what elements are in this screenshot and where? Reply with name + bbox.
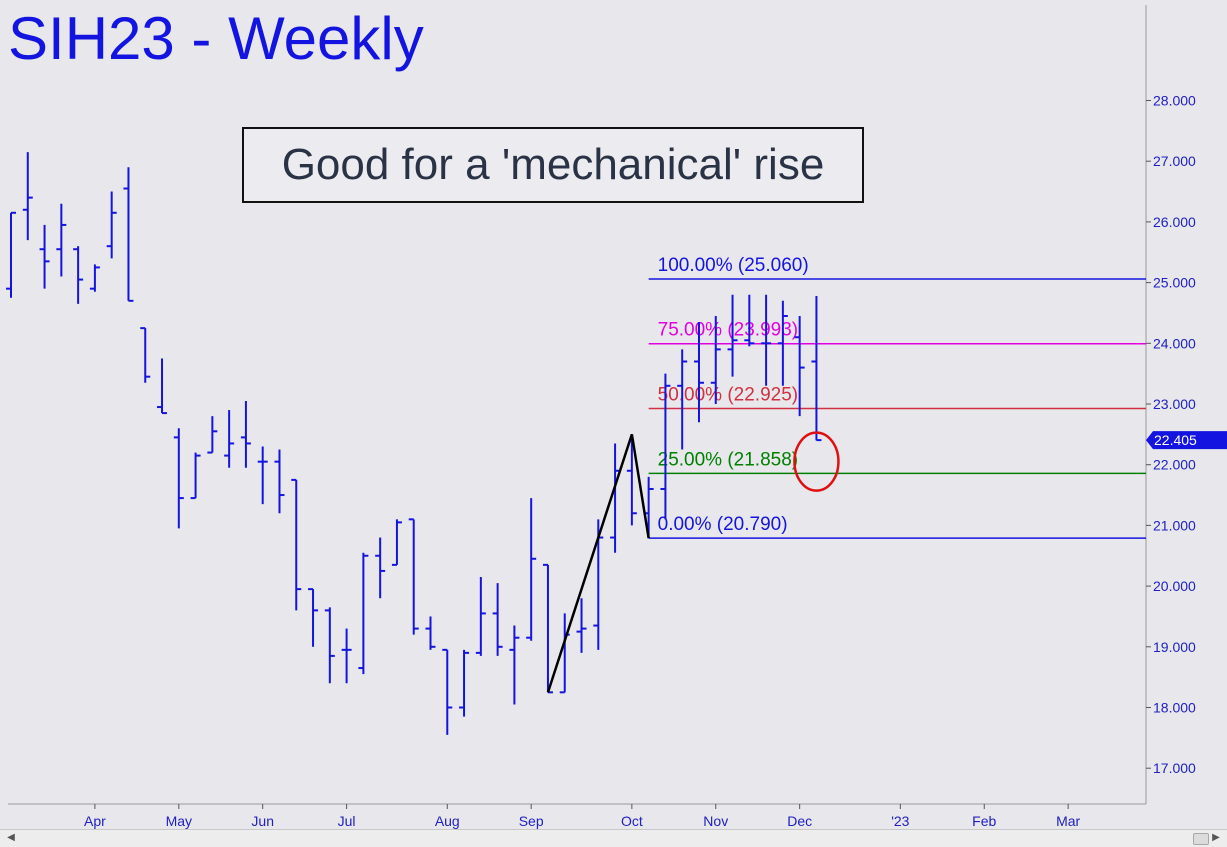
x-tick-label: Apr — [84, 813, 106, 829]
ohlc-bar — [811, 295, 822, 442]
x-tick-label: Jul — [338, 813, 356, 829]
ohlc-bar — [626, 434, 637, 526]
y-tick-label: 25.000 — [1153, 275, 1196, 291]
ohlc-bar — [761, 294, 772, 386]
x-tick-label: Aug — [435, 813, 460, 829]
highlight-circle — [793, 431, 840, 492]
y-tick-label: 18.000 — [1153, 700, 1196, 716]
ohlc-bar — [744, 294, 755, 347]
x-tick-label: '23 — [891, 813, 909, 829]
ohlc-bar — [475, 576, 486, 656]
x-tick-label: Sep — [519, 813, 544, 829]
chart-title: SIH23 - Weekly — [8, 5, 424, 72]
ohlc-bar — [341, 628, 352, 684]
x-tick-label: Mar — [1056, 813, 1080, 829]
ohlc-bar — [257, 446, 268, 505]
y-tick-label: 22.000 — [1153, 457, 1196, 473]
ohlc-bar — [224, 410, 235, 468]
fib-level-label: 75.00% (23.993) — [658, 320, 799, 341]
y-tick-label: 28.000 — [1153, 93, 1196, 109]
ohlc-bar — [6, 211, 16, 298]
y-tick-label: 26.000 — [1153, 214, 1196, 230]
ohlc-bar — [408, 518, 419, 635]
ohlc-bar — [140, 327, 151, 383]
x-tick-label: Feb — [972, 813, 996, 829]
ohlc-bar — [22, 152, 33, 241]
ohlc-bar — [240, 400, 251, 468]
annotation-text: Good for a 'mechanical' rise — [281, 140, 825, 189]
ohlc-bar — [39, 224, 50, 289]
fib-level-label: 50.00% (22.925) — [658, 385, 799, 406]
ohlc-bar — [542, 563, 553, 694]
last-price-tag — [1146, 431, 1227, 450]
y-tick-label: 17.000 — [1153, 760, 1196, 776]
x-tick-label: Oct — [621, 813, 643, 829]
ohlc-bar — [190, 452, 201, 500]
y-tick-label: 20.000 — [1153, 578, 1196, 594]
fib-level-label: 25.00% (21.858) — [658, 449, 799, 470]
scroll-thumb[interactable] — [1193, 833, 1209, 845]
last-price-label: 22.405 — [1154, 432, 1197, 448]
scroll-left-arrow-icon[interactable]: ◀ — [7, 832, 15, 843]
y-tick-label: 21.000 — [1153, 517, 1196, 533]
x-tick-label: Dec — [787, 813, 812, 829]
ohlc-bar — [660, 373, 671, 520]
ohlc-bar — [509, 625, 520, 705]
x-tick-label: May — [166, 813, 192, 829]
ohlc-bar — [291, 478, 302, 611]
ohlc-bar — [274, 449, 285, 514]
x-tick-label: Jun — [251, 813, 274, 829]
ohlc-bar — [425, 616, 436, 650]
ohlc-bar — [73, 246, 84, 304]
ohlc-bar — [693, 322, 704, 423]
ohlc-bar — [157, 358, 168, 415]
x-tick-label: Nov — [703, 813, 728, 829]
ohlc-bar — [56, 203, 67, 277]
ohlc-bar — [777, 300, 788, 386]
y-tick-label: 24.000 — [1153, 335, 1196, 351]
ohlc-bar — [677, 349, 688, 450]
ohlc-bar — [358, 552, 369, 675]
fib-level-label: 100.00% (25.060) — [658, 255, 809, 276]
annotation-box: Good for a 'mechanical' rise — [242, 127, 864, 203]
ohlc-bar — [526, 498, 537, 641]
trend-line — [546, 433, 650, 693]
ohlc-bar — [794, 315, 805, 417]
ohlc-bar — [492, 583, 503, 656]
y-tick-label: 23.000 — [1153, 396, 1196, 412]
y-tick-label: 19.000 — [1153, 639, 1196, 655]
ohlc-bar — [324, 607, 335, 684]
ohlc-bar — [727, 294, 738, 377]
fib-level-label: 0.00% (20.790) — [658, 514, 788, 535]
ohlc-bar — [459, 649, 470, 717]
ohlc-bar — [391, 519, 402, 566]
ohlc-bar — [207, 416, 218, 454]
ohlc-bar — [308, 588, 319, 647]
ohlc-bar — [89, 264, 100, 292]
ohlc-bar — [123, 167, 134, 302]
scroll-right-arrow-icon[interactable]: ▶ — [1212, 832, 1220, 843]
ohlc-bar — [643, 476, 654, 538]
ohlc-bar — [173, 428, 184, 529]
ohlc-bar — [106, 191, 117, 259]
ohlc-bar — [576, 598, 587, 653]
ohlc-bar — [375, 537, 386, 599]
ohlc-bar — [442, 648, 453, 735]
y-tick-label: 27.000 — [1153, 153, 1196, 169]
horizontal-scrollbar[interactable]: ◀ ▶ — [0, 829, 1227, 847]
ohlc-bar — [710, 315, 721, 404]
